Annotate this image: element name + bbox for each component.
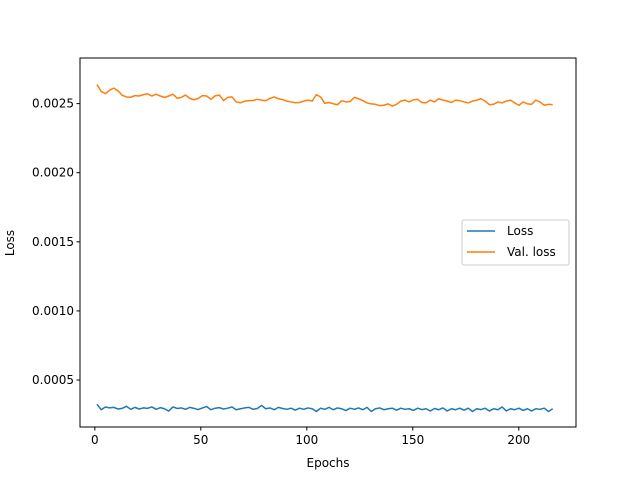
- y-tick-label: 0.0010: [32, 304, 74, 318]
- x-tick-label: 100: [295, 433, 318, 447]
- x-axis: 0 50 100 150 200: [91, 427, 530, 447]
- legend-label: Loss: [507, 224, 533, 238]
- series-line-loss: [96, 403, 554, 413]
- y-tick-label: 0.0015: [32, 235, 74, 249]
- legend: Loss Val. loss: [461, 219, 570, 266]
- plot-area: [96, 84, 554, 413]
- y-tick-label: 0.0025: [32, 97, 74, 111]
- x-tick-label: 0: [91, 433, 99, 447]
- axes-frame: [79, 57, 577, 428]
- y-axis-label: Loss: [3, 230, 17, 256]
- legend-label: Val. loss: [507, 245, 556, 259]
- y-tick-label: 0.0005: [32, 373, 74, 387]
- x-tick-label: 50: [193, 433, 208, 447]
- x-axis-label: Epochs: [307, 456, 350, 470]
- x-tick-label: 200: [507, 433, 530, 447]
- x-tick-label: 150: [401, 433, 424, 447]
- y-tick-label: 0.0020: [32, 166, 74, 180]
- y-axis: 0.0005 0.0010 0.0015 0.0020 0.0025: [32, 97, 80, 387]
- series-line-val-loss: [96, 84, 553, 107]
